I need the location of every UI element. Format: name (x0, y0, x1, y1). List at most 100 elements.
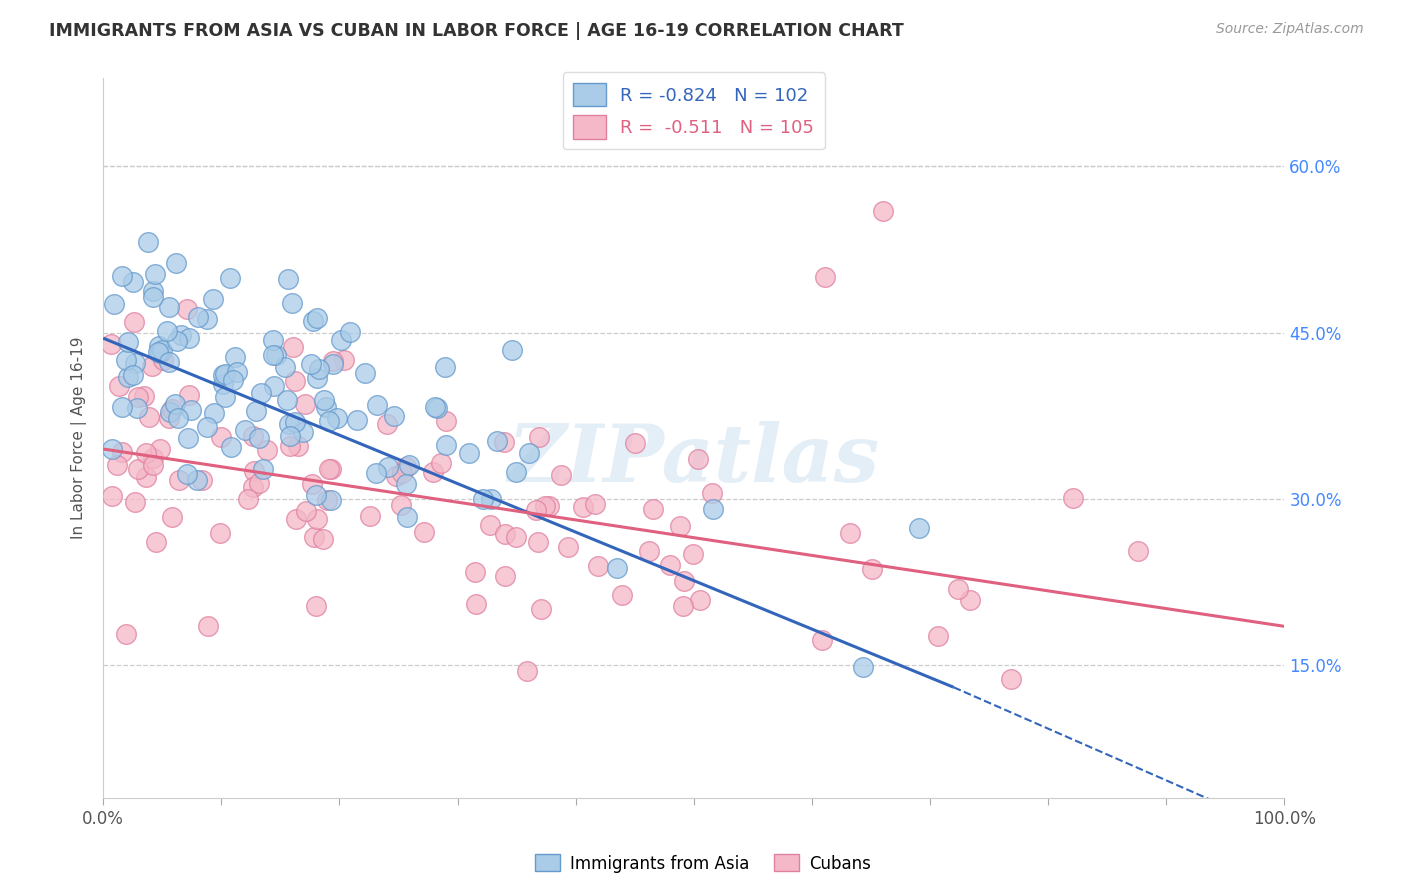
Point (263, 379, 285, 393)
Point (212, 376, 235, 391)
Legend: R = -0.824   N = 102, R =  -0.511   N = 105: R = -0.824 N = 102, R = -0.511 N = 105 (562, 72, 825, 149)
Point (927, 629, 949, 643)
Point (136, 235, 159, 250)
Point (148, 339, 170, 353)
Point (243, 464, 266, 478)
Point (672, 574, 695, 588)
Point (146, 344, 169, 359)
Point (301, 314, 323, 328)
Point (111, 400, 134, 414)
Point (641, 502, 664, 516)
Point (236, 491, 259, 506)
Point (167, 473, 190, 487)
Point (142, 451, 165, 466)
Point (353, 366, 375, 380)
Point (583, 497, 606, 511)
Point (187, 310, 209, 324)
Point (242, 479, 264, 493)
Point (333, 353, 356, 368)
Point (143, 268, 166, 282)
Point (262, 333, 284, 347)
Point (1128, 543, 1150, 558)
Point (959, 592, 981, 607)
Point (233, 423, 256, 437)
Point (322, 353, 344, 368)
Point (624, 435, 647, 450)
Point (125, 401, 148, 416)
Point (281, 340, 304, 354)
Point (395, 477, 418, 491)
Point (162, 509, 184, 524)
Point (176, 467, 198, 482)
Point (285, 512, 308, 526)
Point (811, 632, 834, 647)
Point (471, 491, 494, 506)
Point (212, 368, 235, 382)
Point (322, 357, 344, 371)
Point (495, 569, 517, 583)
Point (326, 411, 349, 425)
Point (908, 521, 931, 535)
Point (702, 485, 724, 500)
Point (329, 333, 352, 347)
Point (395, 459, 418, 474)
Point (159, 405, 181, 419)
Point (321, 492, 343, 507)
Point (179, 331, 201, 345)
Point (101, 442, 124, 457)
Point (501, 343, 523, 358)
Point (321, 461, 343, 475)
Point (135, 470, 157, 484)
Point (209, 429, 232, 443)
Point (202, 406, 225, 420)
Point (141, 359, 163, 373)
Point (312, 532, 335, 546)
Point (359, 509, 381, 524)
Point (124, 356, 146, 370)
Point (277, 272, 299, 286)
Point (524, 503, 547, 517)
Point (166, 334, 188, 348)
Point (142, 284, 165, 298)
Point (492, 434, 515, 449)
Point (284, 415, 307, 429)
Point (305, 599, 328, 613)
Point (339, 325, 361, 339)
Point (127, 391, 149, 405)
Point (250, 386, 273, 401)
Point (219, 440, 242, 454)
Point (122, 275, 145, 289)
Point (252, 462, 274, 476)
Point (946, 582, 969, 597)
Point (256, 442, 278, 457)
Point (224, 351, 246, 365)
Point (214, 390, 236, 404)
Point (682, 547, 704, 561)
Point (117, 369, 139, 384)
Point (245, 403, 267, 417)
Point (305, 310, 328, 325)
Point (110, 445, 132, 459)
Point (278, 438, 301, 452)
Point (530, 601, 553, 615)
Point (176, 302, 198, 317)
Point (214, 368, 236, 382)
Point (430, 456, 453, 470)
Point (280, 296, 302, 310)
Point (860, 562, 883, 576)
Point (377, 459, 399, 474)
Point (105, 458, 128, 472)
Point (195, 311, 218, 326)
Text: IMMIGRANTS FROM ASIA VS CUBAN IN LABOR FORCE | AGE 16-19 CORRELATION CHART: IMMIGRANTS FROM ASIA VS CUBAN IN LABOR F… (49, 22, 904, 40)
Point (422, 465, 444, 479)
Point (180, 403, 202, 417)
Point (385, 469, 408, 483)
Point (1062, 491, 1084, 505)
Point (395, 510, 418, 524)
Point (375, 417, 398, 431)
Point (291, 425, 314, 439)
Point (142, 458, 165, 472)
Point (669, 519, 692, 533)
Point (218, 270, 240, 285)
Point (505, 530, 527, 544)
